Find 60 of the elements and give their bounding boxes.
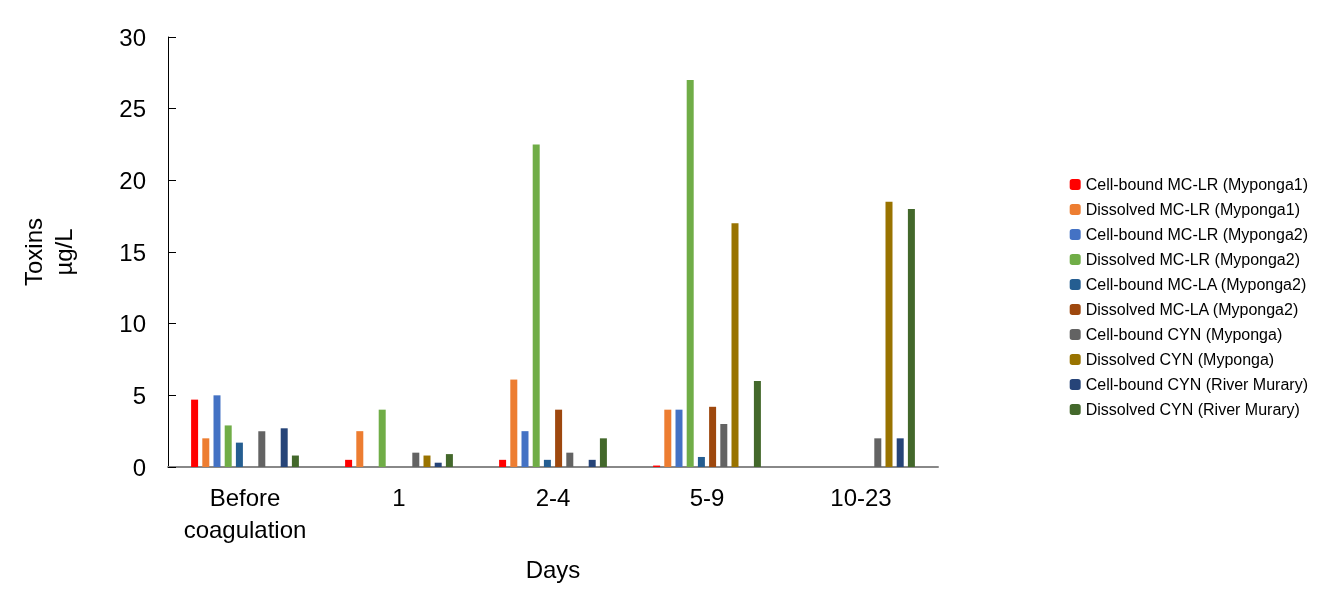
x-tick-label: 10-23 (830, 483, 892, 511)
x-axis-title: Days (525, 555, 581, 583)
bar (720, 424, 728, 467)
bar (378, 409, 386, 467)
bar (896, 438, 904, 467)
legend-label: Cell-bound MC-LA (Myponga2) (1085, 276, 1307, 293)
y-tick-label: 5 (132, 381, 146, 409)
bar (345, 459, 353, 467)
bar (202, 438, 210, 467)
x-tick-label: Before coagulation (183, 483, 307, 543)
legend-label: Dissolved MC-LA (Myponga2) (1085, 301, 1299, 318)
bar (599, 438, 607, 467)
bar (213, 395, 221, 467)
bar (191, 399, 199, 467)
bar (543, 459, 551, 467)
legend-label: Dissolved CYN (River Murary) (1085, 401, 1300, 418)
legend-label: Cell-bound CYN (Myponga) (1085, 326, 1283, 343)
bar (499, 459, 507, 467)
y-tick-label: 25 (119, 95, 146, 123)
bar (235, 442, 243, 467)
y-tick-label: 10 (119, 310, 146, 338)
bar (588, 459, 596, 467)
bar (291, 455, 299, 467)
bar (885, 201, 893, 467)
legend-label: Cell-bound MC-LR (Myponga2) (1085, 226, 1308, 243)
bar (566, 452, 574, 467)
bar (664, 409, 672, 467)
bar (445, 454, 453, 467)
bar (753, 381, 761, 467)
bar (423, 455, 431, 467)
bar (731, 223, 739, 467)
bar (532, 144, 540, 467)
bar (521, 431, 529, 467)
bar (434, 462, 442, 467)
y-axis-title: Toxins µg/L (19, 217, 77, 287)
x-tick-label: 2-4 (535, 483, 571, 511)
bar (686, 80, 694, 467)
bar (697, 456, 705, 467)
x-tick-label: 1 (392, 483, 406, 511)
legend-label: Dissolved CYN (Myponga) (1085, 351, 1275, 368)
bar (555, 409, 563, 467)
y-tick-label: 0 (132, 453, 146, 481)
bar (356, 431, 364, 467)
legend-label: Cell-bound MC-LR (Myponga1) (1085, 176, 1308, 193)
y-tick-label: 15 (119, 238, 146, 266)
bar (510, 379, 518, 467)
legend-label: Dissolved MC-LR (Myponga1) (1085, 201, 1300, 218)
y-tick-label: 20 (119, 166, 146, 194)
bar (412, 452, 420, 467)
bar (907, 209, 915, 467)
bar (874, 438, 882, 467)
legend-label: Cell-bound CYN (River Murary) (1085, 376, 1308, 393)
bar (280, 428, 288, 467)
bar (709, 406, 717, 467)
y-tick-label: 30 (119, 23, 146, 51)
bar (258, 431, 266, 467)
legend-label: Dissolved MC-LR (Myponga2) (1085, 251, 1300, 268)
bar (675, 409, 683, 467)
bar (224, 425, 232, 467)
x-tick-label: 5-9 (689, 483, 725, 511)
